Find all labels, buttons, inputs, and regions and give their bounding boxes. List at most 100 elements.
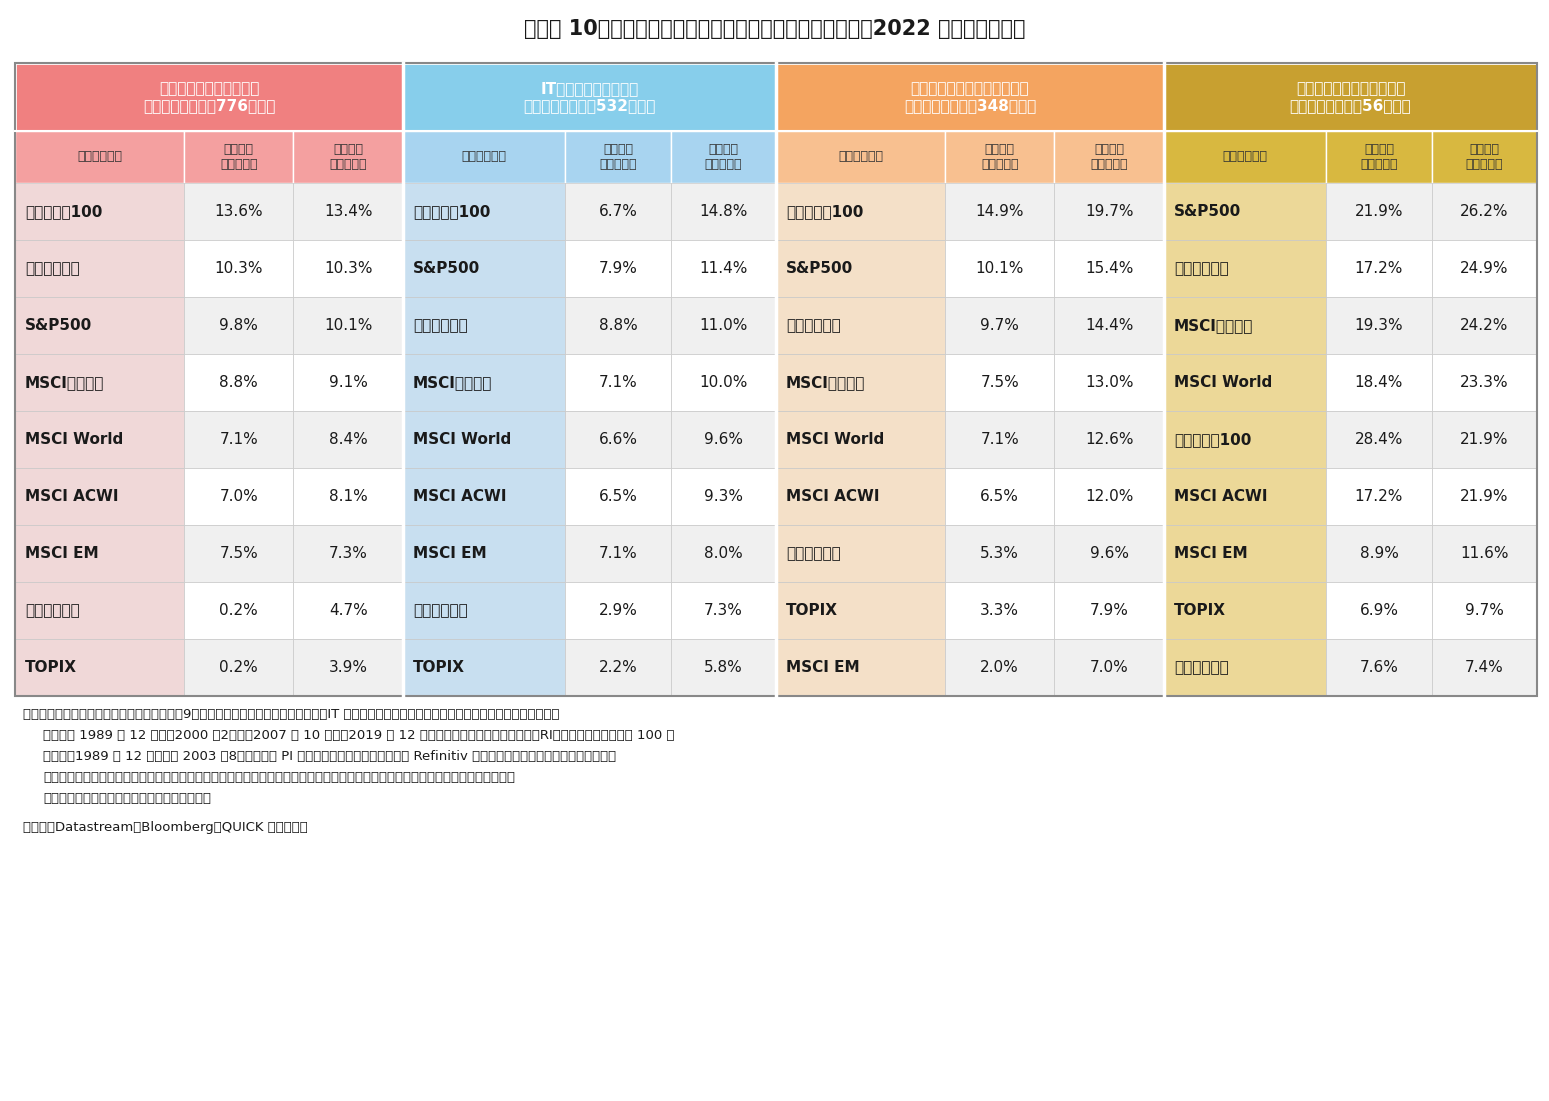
Text: インデックス: インデックス [462,151,507,164]
Text: 10.1%: 10.1% [324,318,372,333]
Text: 日経平均株価: 日経平均株価 [1174,659,1228,675]
Text: 12.0%: 12.0% [1086,489,1134,504]
Text: MSCI EM: MSCI EM [785,659,860,675]
Text: 10.0%: 10.0% [699,375,748,390]
Text: インデックス: インデックス [77,151,122,164]
Bar [403,240,565,297]
Bar [776,183,945,240]
Text: 2.0%: 2.0% [981,659,1019,675]
Text: （資料）Datastream、Bloomberg、QUICK より作成。: （資料）Datastream、Bloomberg、QUICK より作成。 [23,821,308,833]
Bar [945,183,1055,240]
Text: ナスダック100: ナスダック100 [1174,432,1252,447]
Text: 9.3%: 9.3% [703,489,744,504]
Text: 日本バブル崩壊直前～今
（累計積立元本：776万円）: 日本バブル崩壊直前～今 （累計積立元本：776万円） [143,80,276,113]
Bar [15,63,1537,696]
Text: ク直前は 1989 年 12 月末、2000 年2月末、2007 年 10 月末、2019 年 12 月末から月次データ（円ベース・RI）を使用。ナスダック 1: ク直前は 1989 年 12 月末、2000 年2月末、2007 年 10 月末… [43,729,674,742]
Text: ナスダック100: ナスダック100 [25,204,102,219]
Text: ダウ平均株価: ダウ平均株価 [414,318,468,333]
Bar [776,639,945,696]
Bar [776,297,945,355]
Text: 8.4%: 8.4% [328,432,367,447]
Bar [1431,525,1537,582]
Text: 0.2%: 0.2% [220,659,259,675]
Bar [1326,639,1431,696]
Bar [15,63,403,131]
Text: TOPIX: TOPIX [785,603,838,618]
Bar [403,639,565,696]
Text: 7.1%: 7.1% [598,375,637,390]
Bar [1055,468,1165,525]
Bar [293,582,403,639]
Bar [945,525,1055,582]
Bar [184,355,293,411]
Text: 6.9%: 6.9% [1360,603,1399,618]
Bar [15,411,184,468]
Bar [1055,582,1165,639]
Text: 7.4%: 7.4% [1465,659,1504,675]
Bar [15,582,184,639]
Text: 13.0%: 13.0% [1084,375,1134,390]
Bar [1326,297,1431,355]
Text: 10.1%: 10.1% [976,261,1024,276]
Text: 8.9%: 8.9% [1360,546,1399,562]
Bar [671,355,776,411]
Bar [15,240,184,297]
Bar [1431,639,1537,696]
Text: 0.2%: 0.2% [220,603,259,618]
Text: 10.3%: 10.3% [324,261,373,276]
Text: （注）各ランキングは各インデックスが図表9における順位。日本バブル崩壊直前、IT バブル崩壊直前、リーマン・ショック直前、コロナ・ショッ: （注）各ランキングは各インデックスが図表9における順位。日本バブル崩壊直前、IT… [23,708,559,721]
Bar [671,131,776,183]
Text: 13.6%: 13.6% [214,204,263,219]
Bar [15,183,184,240]
Bar [403,63,776,131]
Bar [776,525,945,582]
Text: 9.6%: 9.6% [1090,546,1129,562]
Bar [945,131,1055,183]
Bar [776,63,1165,131]
Text: 24.2%: 24.2% [1461,318,1509,333]
Bar [1326,355,1431,411]
Bar [15,297,184,355]
Bar [1326,468,1431,525]
Bar [1165,582,1326,639]
Bar [1055,355,1165,411]
Bar [1326,240,1431,297]
Text: MSCI ACWI: MSCI ACWI [785,489,880,504]
Bar [776,582,945,639]
Bar [403,525,565,582]
Bar [1326,183,1431,240]
Text: ダウ平均株価: ダウ平均株価 [1174,261,1228,276]
Bar [671,582,776,639]
Bar [1165,355,1326,411]
Text: 7.0%: 7.0% [220,489,259,504]
Text: 一括投資
年率利回り: 一括投資 年率利回り [981,143,1018,171]
Bar [403,411,565,468]
Bar [945,355,1055,411]
Bar [1165,183,1326,240]
Text: 4.7%: 4.7% [328,603,367,618]
Bar [1431,240,1537,297]
Text: 日経平均株価: 日経平均株価 [414,603,468,618]
Bar [671,639,776,696]
Text: S&P500: S&P500 [1174,204,1241,219]
Bar [1326,411,1431,468]
Bar [1165,297,1326,355]
Text: 8.1%: 8.1% [328,489,367,504]
Bar [671,468,776,525]
Text: 9.1%: 9.1% [328,375,367,390]
Text: ダウ平均株価: ダウ平均株価 [25,261,79,276]
Bar [1431,355,1537,411]
Text: 6.5%: 6.5% [981,489,1019,504]
Text: 14.9%: 14.9% [976,204,1024,219]
Bar [293,525,403,582]
Text: 7.1%: 7.1% [598,546,637,562]
Bar [15,468,184,525]
Text: 2.2%: 2.2% [598,659,637,675]
Bar [1431,411,1537,468]
Text: 果。投資コスト、税金などを考慮していない。: 果。投資コスト、税金などを考慮していない。 [43,792,211,805]
Text: 15.4%: 15.4% [1086,261,1134,276]
Bar [15,525,184,582]
Bar [1055,639,1165,696]
Text: 積立投資
年率利回り: 積立投資 年率利回り [330,143,367,171]
Bar [403,297,565,355]
